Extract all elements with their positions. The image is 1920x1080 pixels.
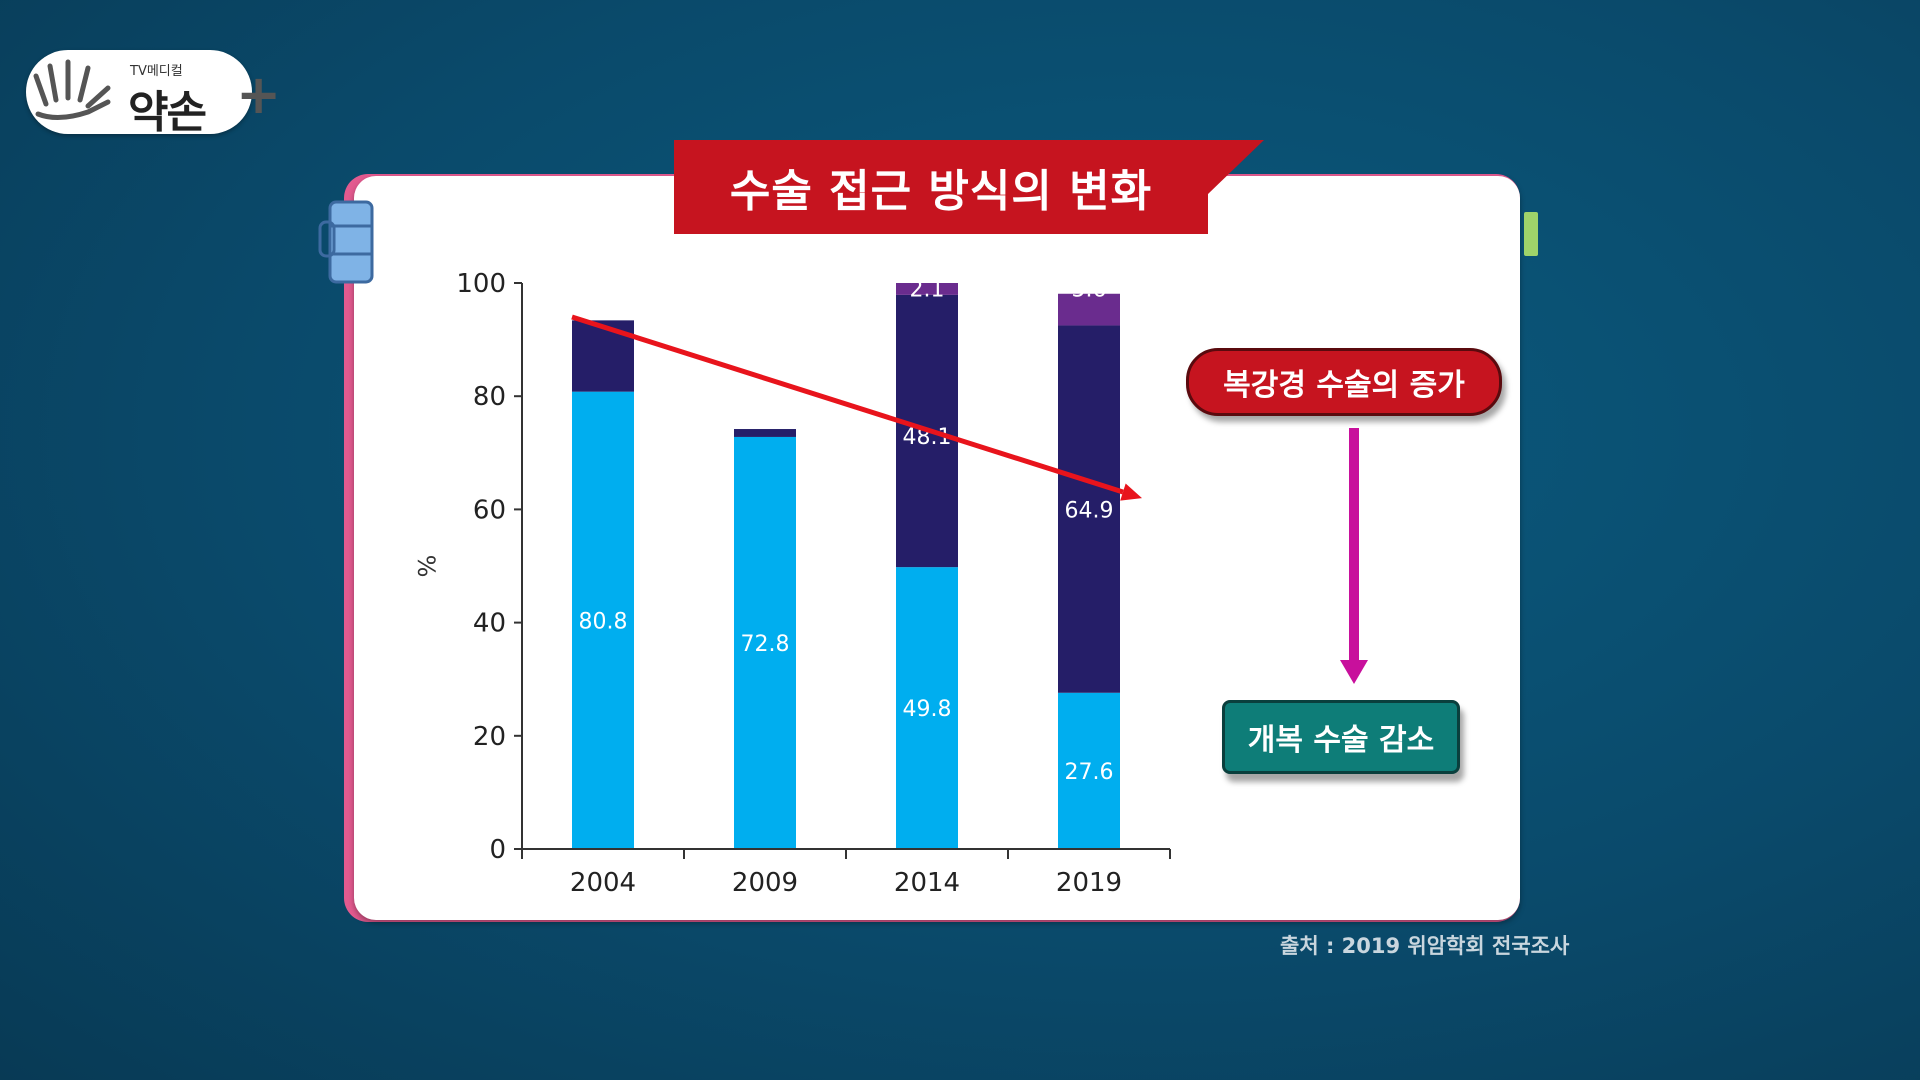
hand-icon	[33, 59, 111, 120]
x-tick-label-2004: 2004	[570, 868, 636, 898]
y-tick-label-60: 60	[473, 495, 506, 525]
bar-laparoscopic-2009	[734, 429, 796, 437]
bar-label-open-2019: 27.6	[1065, 760, 1114, 785]
source-note: 출처 : 2019 위암학회 전국조사	[1280, 934, 1570, 958]
y-tick-label-80: 80	[473, 382, 506, 412]
bar-label-open-2004: 80.8	[579, 609, 628, 634]
bar-laparoscopic-2004	[572, 320, 634, 392]
bar-laparoscopic-2019	[1058, 325, 1120, 693]
bar-open-2004	[572, 391, 634, 849]
y-axis-label: %	[412, 555, 440, 578]
chart-title: 수술 접근 방식의 변화	[729, 166, 1153, 217]
x-tick-label-2009: 2009	[732, 868, 798, 898]
logo-plus: +	[236, 63, 282, 126]
callout-increase: 복강경 수술의 증가	[1186, 348, 1502, 416]
x-tick-label-2019: 2019	[1056, 868, 1122, 898]
bar-open-2019	[1058, 692, 1120, 849]
y-tick-label-40: 40	[473, 609, 506, 639]
bar-label-laparoscopic-2019: 64.9	[1065, 498, 1114, 523]
x-tick-label-2014: 2014	[894, 868, 960, 898]
bar-label-other-2014: 2.1	[910, 278, 945, 303]
bar-label-other-2019: 5.6	[1072, 278, 1107, 303]
trend-arrow-line	[571, 314, 1124, 495]
bar-other-2019	[1058, 293, 1120, 326]
y-tick-label-20: 20	[473, 722, 506, 752]
logo-subtitle: TV메디컬	[130, 64, 183, 79]
trend-arrow-head	[1120, 483, 1142, 501]
logo-title: 약손	[128, 87, 207, 138]
stacked-bar-chart: 80.86.672.825.849.848.12.127.664.95.6020…	[412, 269, 1171, 898]
bar-label-open-2009: 72.8	[741, 632, 790, 657]
bar-open-2014	[896, 567, 958, 849]
card-tab	[1524, 212, 1538, 256]
bar-label-open-2014: 49.8	[903, 697, 952, 722]
title-banner	[674, 140, 1264, 234]
bar-open-2009	[734, 436, 796, 849]
callout-decrease: 개복 수술 감소	[1222, 700, 1460, 774]
bar-label-laparoscopic-2004: 6.6	[586, 295, 621, 320]
brand-logo: TV메디컬 약손 +	[26, 50, 281, 138]
y-tick-label-100: 100	[456, 269, 506, 299]
bar-other-2014	[896, 283, 958, 295]
down-arrow-icon	[1340, 428, 1368, 684]
binder-clip-icon	[318, 200, 374, 284]
y-tick-label-0: 0	[489, 835, 506, 865]
